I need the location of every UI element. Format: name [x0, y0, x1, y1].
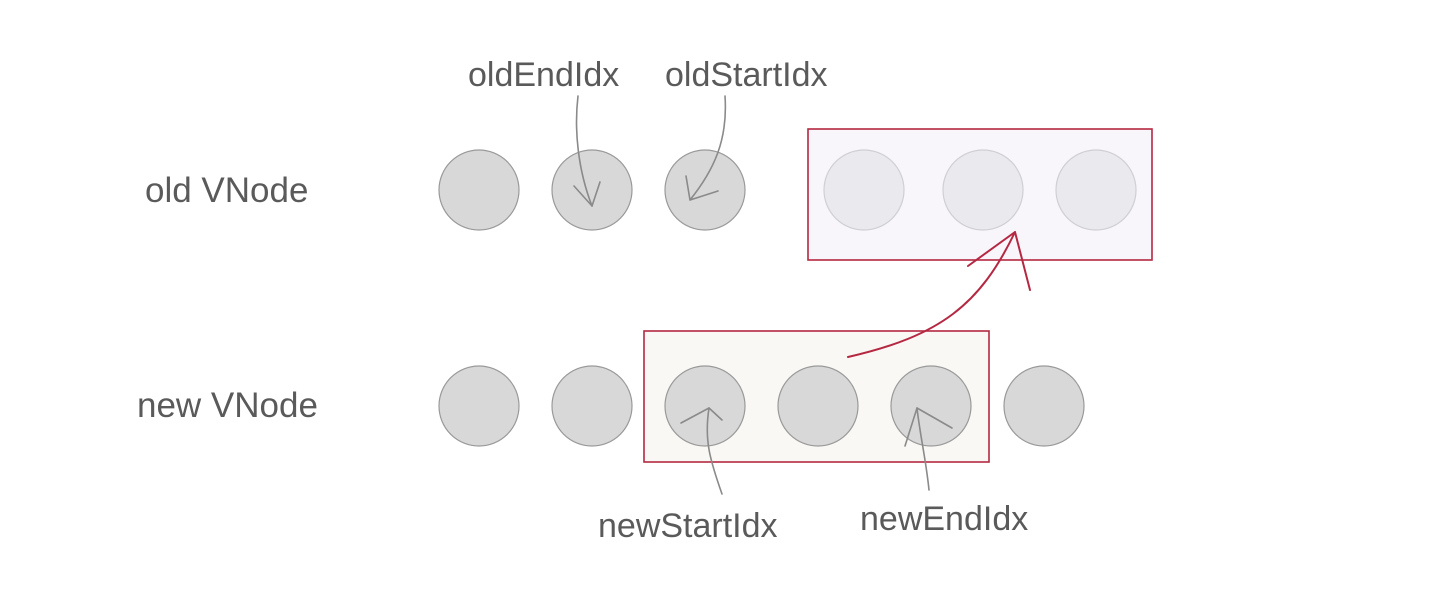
old-vnode-node-moved	[1055, 149, 1137, 231]
old-start-idx-label: oldStartIdx	[665, 56, 828, 94]
new-start-idx-label: newStartIdx	[598, 507, 778, 545]
old-vnode-node	[551, 149, 633, 231]
new-vnode-node	[551, 365, 633, 447]
old-end-idx-arrow	[573, 95, 601, 207]
new-start-idx-arrow	[680, 407, 723, 495]
move-arrow	[847, 231, 1031, 358]
old-vnode-node	[664, 149, 746, 231]
new-vnode-node	[1003, 365, 1085, 447]
old-start-idx-arrow	[685, 95, 727, 201]
new-vnode-node	[777, 365, 859, 447]
old-vnode-node	[438, 149, 520, 231]
old-vnode-label: old VNode	[145, 171, 308, 210]
old-vnode-node-moved	[942, 149, 1024, 231]
old-end-idx-label: oldEndIdx	[468, 56, 619, 94]
old-vnode-node-moved	[823, 149, 905, 231]
new-vnode-label: new VNode	[137, 386, 318, 425]
new-vnode-node	[664, 365, 746, 447]
new-vnode-node	[890, 365, 972, 447]
new-end-idx-arrow	[904, 407, 953, 491]
new-end-idx-label: newEndIdx	[860, 500, 1028, 538]
new-vnode-node	[438, 365, 520, 447]
